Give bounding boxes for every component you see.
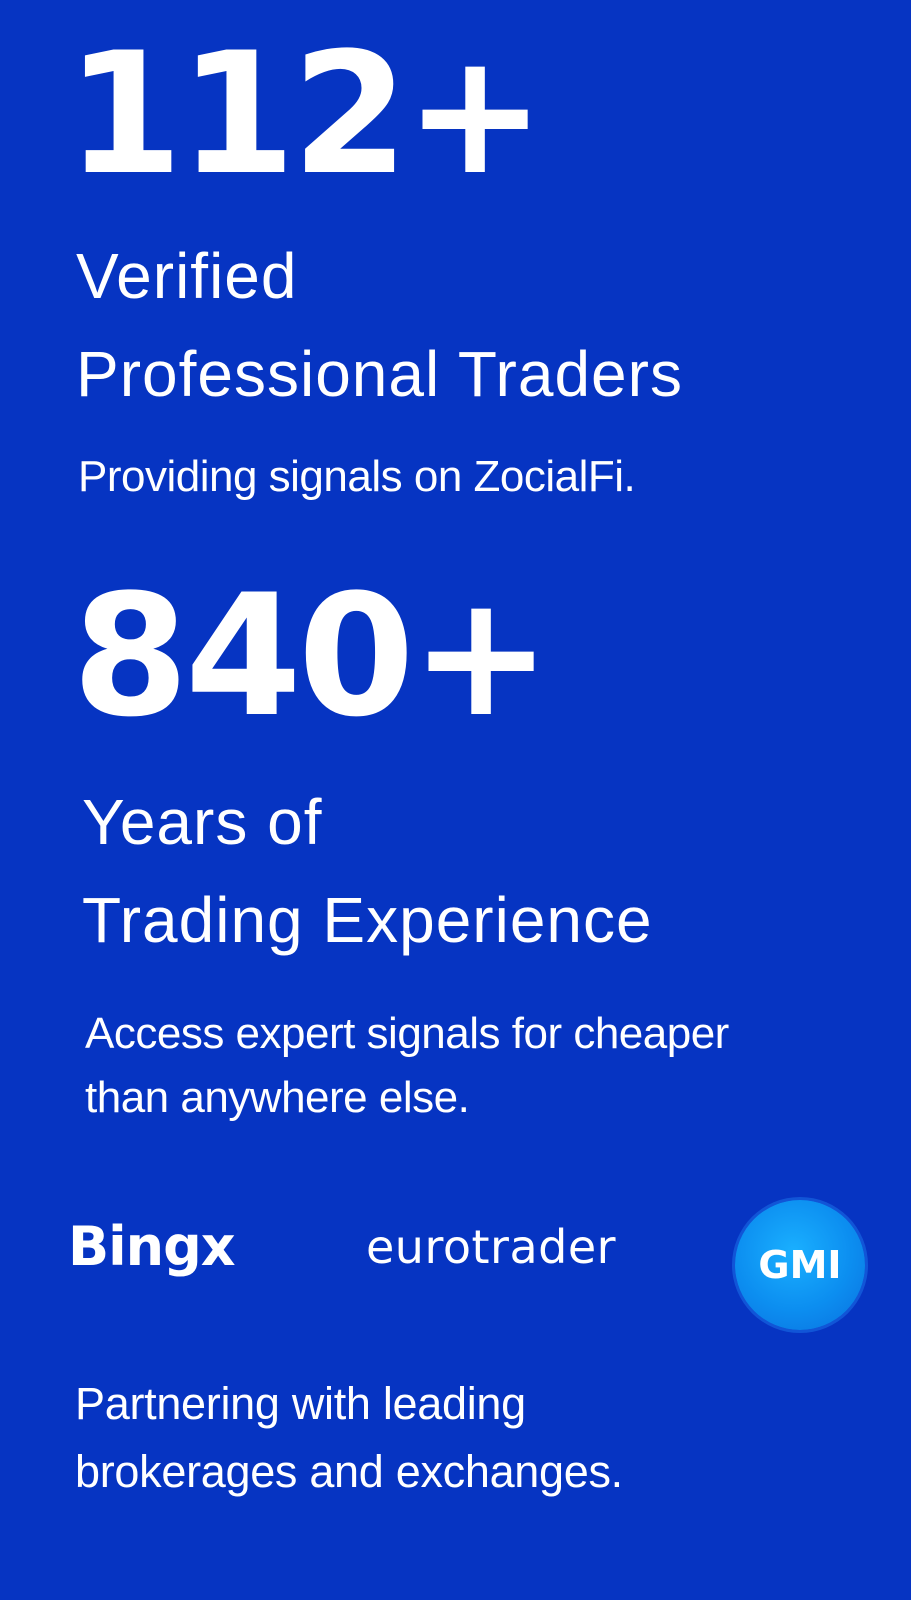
traders-count: 112+ [66,16,545,212]
traders-title: Verified Professional Traders [76,227,683,423]
traders-title-line-1: Verified [76,240,298,312]
gmi-logo-text: GMI [758,1243,842,1287]
experience-description-line-1: Access expert signals for cheaper [85,1009,729,1058]
eurotrader-logo: eurotrader [366,1220,617,1274]
partners-description: Partnering with leading brokerages and e… [75,1370,623,1506]
partner-logos: Bingx eurotrader GMI [0,1190,911,1340]
experience-years-count: 840+ [72,558,551,754]
experience-description: Access expert signals for cheaper than a… [85,1002,729,1130]
gmi-logo: GMI [735,1200,865,1330]
partners-description-line-1: Partnering with leading [75,1378,526,1429]
bingx-logo: Bingx [68,1215,236,1278]
partners-description-line-2: brokerages and exchanges. [75,1446,623,1497]
experience-title: Years of Trading Experience [82,773,653,969]
experience-title-line-2: Trading Experience [82,884,653,956]
traders-title-line-2: Professional Traders [76,338,683,410]
traders-description: Providing signals on ZocialFi. [78,452,636,501]
experience-description-line-2: than anywhere else. [85,1073,470,1122]
experience-title-line-1: Years of [82,786,323,858]
